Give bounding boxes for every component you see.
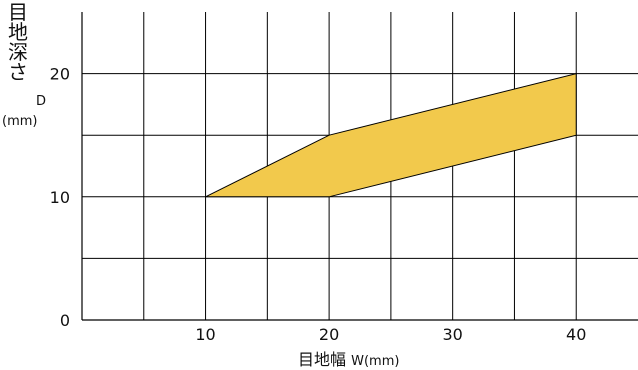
- x-tick-label: 40: [566, 325, 586, 344]
- axes: [81, 12, 638, 321]
- x-axis-title-text: 目地幅: [298, 350, 347, 369]
- y-tick-label: 20: [50, 65, 70, 84]
- x-axis-unit: W(mm): [351, 354, 400, 369]
- x-axis-title: 目地幅 W(mm): [298, 346, 399, 370]
- y-tick-label: 0: [60, 311, 70, 330]
- y-axis-char: 地: [8, 20, 28, 44]
- y-axis-unit: (mm): [2, 114, 38, 129]
- y-axis-char: 深: [8, 40, 28, 64]
- tick-labels: 10 20 30 40 0 10 20: [50, 65, 587, 344]
- y-axis-symbol: D: [36, 94, 47, 109]
- allowable-range-area: [205, 72, 577, 198]
- y-axis-title: 目 地 深 さ: [6, 2, 30, 82]
- x-tick-label: 20: [319, 325, 339, 344]
- y-axis-char: さ: [8, 60, 28, 84]
- x-tick-label: 30: [442, 325, 462, 344]
- x-tick-label: 10: [195, 325, 215, 344]
- y-tick-label: 10: [50, 188, 70, 207]
- y-axis-char: 目: [8, 0, 28, 24]
